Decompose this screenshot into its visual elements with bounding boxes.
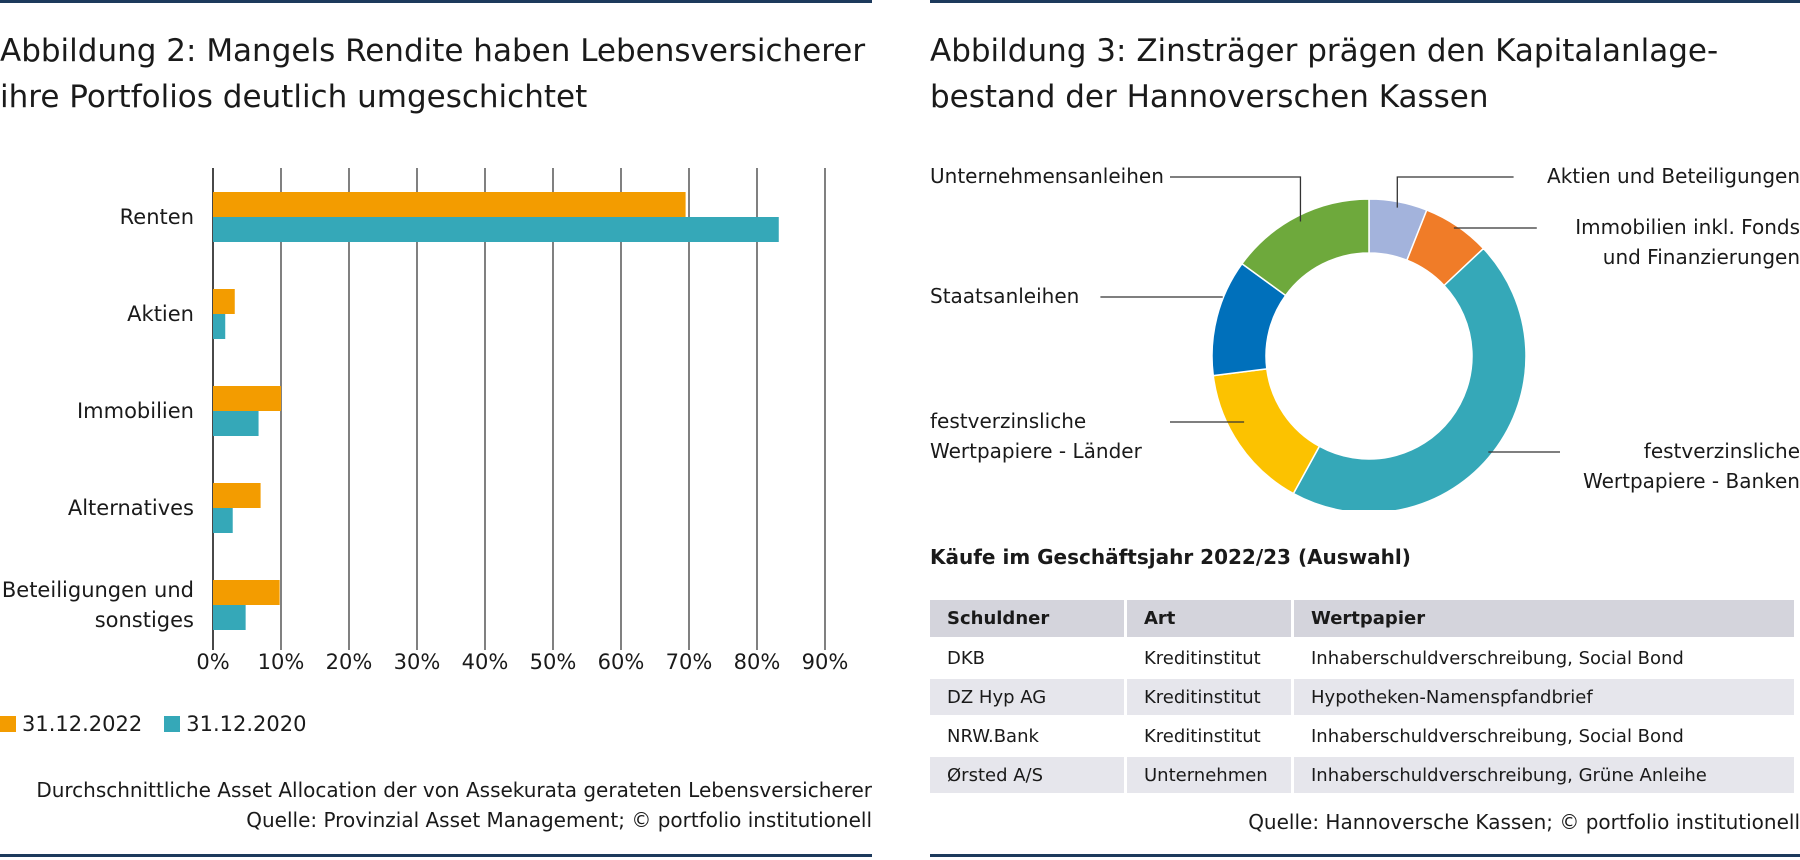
cell-art: Kreditinstitut: [1144, 725, 1261, 747]
leader-line: [1170, 176, 1302, 222]
slice-label: und Finanzierungen: [1603, 245, 1800, 269]
category-label: Renten: [120, 205, 194, 229]
donut-slice: [1292, 247, 1527, 510]
bar-2022: [213, 483, 261, 508]
bar-2020: [213, 508, 233, 533]
top-rule: [930, 0, 1800, 3]
purchases-table: Schuldner Art Wertpapier DKB Kreditinsti…: [927, 597, 1797, 796]
header-wertpapier: Wertpapier: [1294, 600, 1794, 637]
slice-label: Wertpapiere - Länder: [930, 439, 1143, 463]
portfolio-donut-chart: Aktien und Beteiligungen Immobilien inkl.…: [930, 164, 1800, 510]
bar-2022: [213, 386, 281, 411]
title-line-1: Abbildung 2: Mangels Rendite haben Leben…: [0, 33, 866, 69]
header-schuldner: Schuldner: [930, 600, 1124, 637]
x-tick-label: 90%: [802, 650, 849, 674]
figure-2-title: Abbildung 2: Mangels Rendite haben Leben…: [0, 28, 865, 120]
table-row: DZ Hyp AG Kreditinstitut Hypotheken-Name…: [930, 679, 1794, 715]
slice-label: Staatsanleihen: [930, 284, 1079, 308]
x-tick-label: 40%: [462, 650, 509, 674]
slice-label: Wertpapiere - Banken: [1583, 469, 1800, 493]
bottom-rule: [0, 854, 872, 857]
category-label: Beteiligungen und: [2, 578, 194, 602]
cell-wertpapier: Inhaberschuldverschreibung, Grüne Anleih…: [1294, 757, 1794, 793]
slice-label: festverzinsliche: [1644, 439, 1800, 463]
cell-schuldner: DKB: [947, 647, 986, 669]
chart-legend: 31.12.2022 31.12.2020: [0, 712, 307, 736]
bar-2022: [213, 580, 280, 605]
table-row: NRW.Bank Kreditinstitut Inhaberschuldver…: [930, 718, 1794, 754]
category-label: Aktien: [127, 302, 194, 326]
chart-note: Durchschnittliche Asset Allocation der v…: [36, 778, 872, 802]
category-label: sonstiges: [95, 608, 194, 632]
bar-2020: [213, 411, 259, 436]
cell-wertpapier: Inhaberschuldverschreibung, Social Bond: [1311, 647, 1684, 669]
bar-2022: [213, 192, 686, 217]
donut-slice: [1240, 198, 1370, 297]
cell-schuldner: Ørsted A/S: [930, 757, 1124, 793]
x-tick-label: 50%: [530, 650, 577, 674]
header-art: Art: [1127, 600, 1291, 637]
figure-3-panel: Abbildung 3: Zinsträger prägen den Kapit…: [930, 0, 1800, 860]
table-row: DKB Kreditinstitut Inhaberschuldverschre…: [930, 640, 1794, 676]
title-line-2: ihre Portfolios deutlich umgeschichtet: [0, 79, 588, 115]
table-row: Ørsted A/S Unternehmen Inhaberschuldvers…: [930, 757, 1794, 793]
slice-label: Aktien und Beteiligungen: [1547, 164, 1800, 188]
x-tick-label: 0%: [196, 650, 229, 674]
bar-2020: [213, 217, 779, 242]
chart-source: Quelle: Provinzial Asset Management; © p…: [246, 808, 872, 832]
legend-label-2022: 31.12.2022: [22, 712, 143, 736]
cell-art: Kreditinstitut: [1127, 679, 1291, 715]
x-tick-label: 30%: [394, 650, 441, 674]
cell-wertpapier: Inhaberschuldverschreibung, Social Bond: [1311, 725, 1684, 747]
purchases-table-title: Käufe im Geschäftsjahr 2022/23 (Auswahl): [930, 545, 1411, 569]
figure-2-panel: Abbildung 2: Mangels Rendite haben Leben…: [0, 0, 872, 860]
slice-label: Immobilien inkl. Fonds: [1575, 215, 1800, 239]
legend-swatch-2022: [0, 716, 16, 732]
x-tick-label: 70%: [666, 650, 713, 674]
x-tick-label: 10%: [258, 650, 305, 674]
table-header-row: Schuldner Art Wertpapier: [930, 600, 1794, 637]
slice-label: Unternehmensanleihen: [930, 164, 1164, 188]
title-line-1: Abbildung 3: Zinsträger prägen den Kapit…: [930, 33, 1719, 69]
asset-allocation-bar-chart: 0% 10% 20% 30% 40% 50% 60% 70% 80% 90% Renten Aktie…: [2, 168, 849, 674]
legend-item-2020: 31.12.2020: [164, 712, 307, 736]
legend-swatch-2020: [164, 716, 181, 732]
cell-schuldner: NRW.Bank: [947, 725, 1039, 747]
cell-schuldner: DZ Hyp AG: [930, 679, 1124, 715]
bar-2020: [213, 605, 246, 630]
figure-3-title: Abbildung 3: Zinsträger prägen den Kapit…: [930, 28, 1718, 120]
figure-3-source: Quelle: Hannoversche Kassen; © portfolio…: [1248, 810, 1800, 834]
legend-label-2020: 31.12.2020: [186, 712, 307, 736]
legend-item-2022: 31.12.2022: [0, 712, 142, 736]
top-rule: [0, 0, 872, 3]
leader-line: [1396, 176, 1514, 208]
title-line-2: bestand der Hannoverschen Kassen: [930, 79, 1489, 115]
slice-label: festverzinsliche: [930, 409, 1086, 433]
cell-art: Unternehmen: [1127, 757, 1291, 793]
donut-slice: [1212, 368, 1321, 495]
bar-2022: [213, 289, 235, 314]
cell-wertpapier: Hypotheken-Namenspfandbrief: [1294, 679, 1794, 715]
bar-2020: [213, 314, 226, 339]
category-label: Alternatives: [68, 496, 194, 520]
x-tick-label: 20%: [326, 650, 373, 674]
cell-art: Kreditinstitut: [1144, 647, 1261, 669]
x-tick-label: 80%: [734, 650, 781, 674]
category-label: Immobilien: [77, 399, 194, 423]
x-tick-label: 60%: [598, 650, 645, 674]
bottom-rule: [930, 854, 1800, 857]
